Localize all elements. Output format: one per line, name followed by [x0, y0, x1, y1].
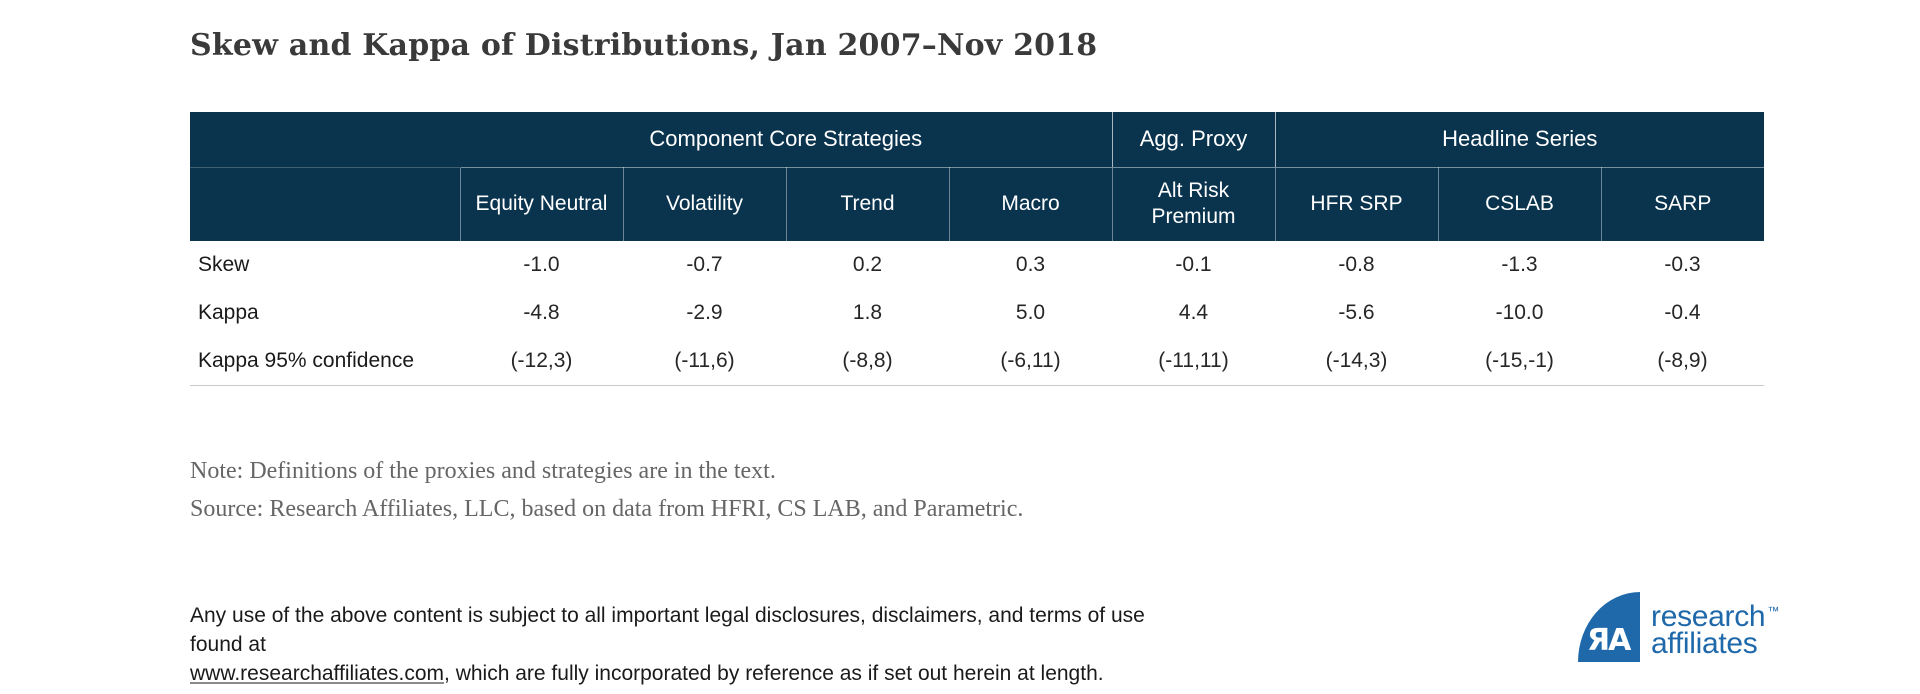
cell-value: (-8,8) [786, 337, 949, 385]
cell-value: -1.3 [1438, 241, 1602, 289]
table-row-kappa: Kappa -4.8 -2.9 1.8 5.0 4.4 -5.6 -10.0 -… [190, 289, 1765, 337]
column-header-hfr-srp: HFR SRP [1274, 167, 1439, 241]
cell-value: -10.0 [1438, 289, 1602, 337]
logo-wordmark-line1: research ™ [1651, 599, 1780, 633]
cell-value: 0.3 [949, 241, 1113, 289]
column-header-volatility: Volatility [622, 167, 786, 241]
trademark-symbol: ™ [1767, 603, 1780, 618]
cell-value: 0.2 [786, 241, 949, 289]
group-header-blank [190, 112, 460, 168]
logo-wordmark-line2: affiliates [1651, 626, 1758, 660]
legal-text-line2: , which are fully incorporated by refere… [444, 662, 1104, 685]
group-header-headline-series: Headline Series [1274, 112, 1765, 168]
cell-value: -4.8 [460, 289, 623, 337]
legal-disclaimer: Any use of the above content is subject … [190, 601, 1190, 688]
ra-logo-mark-icon: ЯA [1578, 592, 1640, 662]
group-header-agg-proxy: Agg. Proxy [1111, 112, 1276, 168]
group-header-component-core-strategies: Component Core Strategies [460, 112, 1113, 168]
ra-monogram: ЯA [1587, 623, 1631, 658]
row-label: Skew [190, 241, 460, 289]
row-label: Kappa [190, 289, 460, 337]
group-header-row: Component Core Strategies Agg. Proxy Hea… [190, 112, 1765, 168]
table-row-skew: Skew -1.0 -0.7 0.2 0.3 -0.1 -0.8 -1.3 -0… [190, 241, 1765, 289]
cell-value: 4.4 [1112, 289, 1276, 337]
cell-value: (-14,3) [1275, 337, 1439, 385]
cell-value: -0.1 [1112, 241, 1276, 289]
cell-value: (-6,11) [949, 337, 1113, 385]
column-header-cslab: CSLAB [1437, 167, 1602, 241]
table-container: Component Core Strategies Agg. Proxy Hea… [190, 112, 1765, 386]
cell-value: -0.8 [1275, 241, 1439, 289]
cell-value: -0.4 [1601, 289, 1765, 337]
cell-value: (-15,-1) [1438, 337, 1602, 385]
page-title: Skew and Kappa of Distributions, Jan 200… [190, 28, 1098, 63]
cell-value: (-11,11) [1112, 337, 1276, 385]
cell-value: 5.0 [949, 289, 1113, 337]
cell-value: (-8,9) [1601, 337, 1765, 385]
research-affiliates-logo: ЯA research ™ affiliates [1578, 592, 1779, 662]
cell-value: -2.9 [623, 289, 786, 337]
column-header-sarp: SARP [1600, 167, 1765, 241]
notes-block: Note: Definitions of the proxies and str… [190, 452, 1023, 528]
table-row-kappa-confidence: Kappa 95% confidence (-12,3) (-11,6) (-8… [190, 337, 1765, 385]
column-header-blank [190, 167, 460, 241]
cell-value: 1.8 [786, 289, 949, 337]
cell-value: -0.3 [1601, 241, 1765, 289]
column-header-alt-risk-premium: Alt Risk Premium [1111, 167, 1276, 241]
column-header-row: Equity Neutral Volatility Trend Macro Al… [190, 167, 1765, 241]
note-line: Note: Definitions of the proxies and str… [190, 458, 776, 484]
skew-kappa-table: Component Core Strategies Agg. Proxy Hea… [190, 112, 1765, 386]
column-header-trend: Trend [785, 167, 949, 241]
row-label: Kappa 95% confidence [190, 337, 460, 385]
cell-value: -5.6 [1275, 289, 1439, 337]
cell-value: (-12,3) [460, 337, 623, 385]
legal-text-line1: Any use of the above content is subject … [190, 604, 1145, 656]
cell-value: -1.0 [460, 241, 623, 289]
source-line: Source: Research Affiliates, LLC, based … [190, 496, 1024, 522]
logo-wordmark: research ™ affiliates [1651, 598, 1780, 660]
cell-value: (-11,6) [623, 337, 786, 385]
researchaffiliates-link[interactable]: www.researchaffiliates.com [190, 662, 445, 685]
column-header-equity-neutral: Equity Neutral [459, 167, 623, 241]
column-header-macro: Macro [948, 167, 1113, 241]
cell-value: -0.7 [623, 241, 786, 289]
